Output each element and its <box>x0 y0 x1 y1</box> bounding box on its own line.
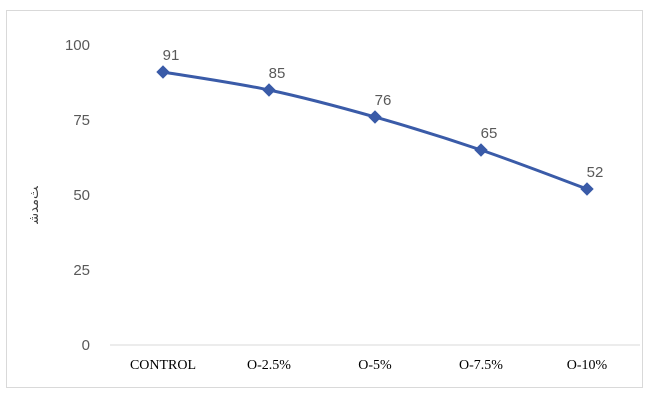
data-label: 91 <box>163 47 180 64</box>
data-markers <box>156 65 594 196</box>
data-point-marker <box>156 65 170 79</box>
y-axis-title: ﺚﻣﺪﺷ <box>27 186 42 225</box>
x-tick-label: O-7.5% <box>459 358 503 373</box>
data-point-marker <box>474 143 488 157</box>
y-tick-label: 0 <box>82 337 90 354</box>
x-tick-labels: CONTROL O-2.5% O-5% O-7.5% O-10% <box>130 358 608 373</box>
y-tick-label: 100 <box>65 37 90 54</box>
data-label: 85 <box>269 65 286 82</box>
x-tick-label: O-5% <box>358 358 392 373</box>
x-tick-label: O-2.5% <box>247 358 291 373</box>
data-point-marker <box>262 83 276 97</box>
data-labels: 91 85 76 65 52 <box>163 47 604 181</box>
y-tick-label: 25 <box>73 262 90 279</box>
x-tick-label: CONTROL <box>130 358 196 373</box>
chart-frame <box>6 10 643 388</box>
data-label: 76 <box>375 92 392 109</box>
y-tick-label: 75 <box>73 112 90 129</box>
x-tick-label: O-10% <box>567 358 608 373</box>
series-line <box>161 70 589 191</box>
y-tick-label: 50 <box>73 187 90 204</box>
data-point-marker <box>580 182 594 196</box>
data-point-marker <box>368 110 382 124</box>
y-axis-title-group: ﺚﻣﺪﺷ <box>27 186 42 225</box>
data-label: 52 <box>587 164 604 181</box>
data-label: 65 <box>481 125 498 142</box>
y-tick-labels: 0 25 50 75 100 <box>65 37 90 354</box>
